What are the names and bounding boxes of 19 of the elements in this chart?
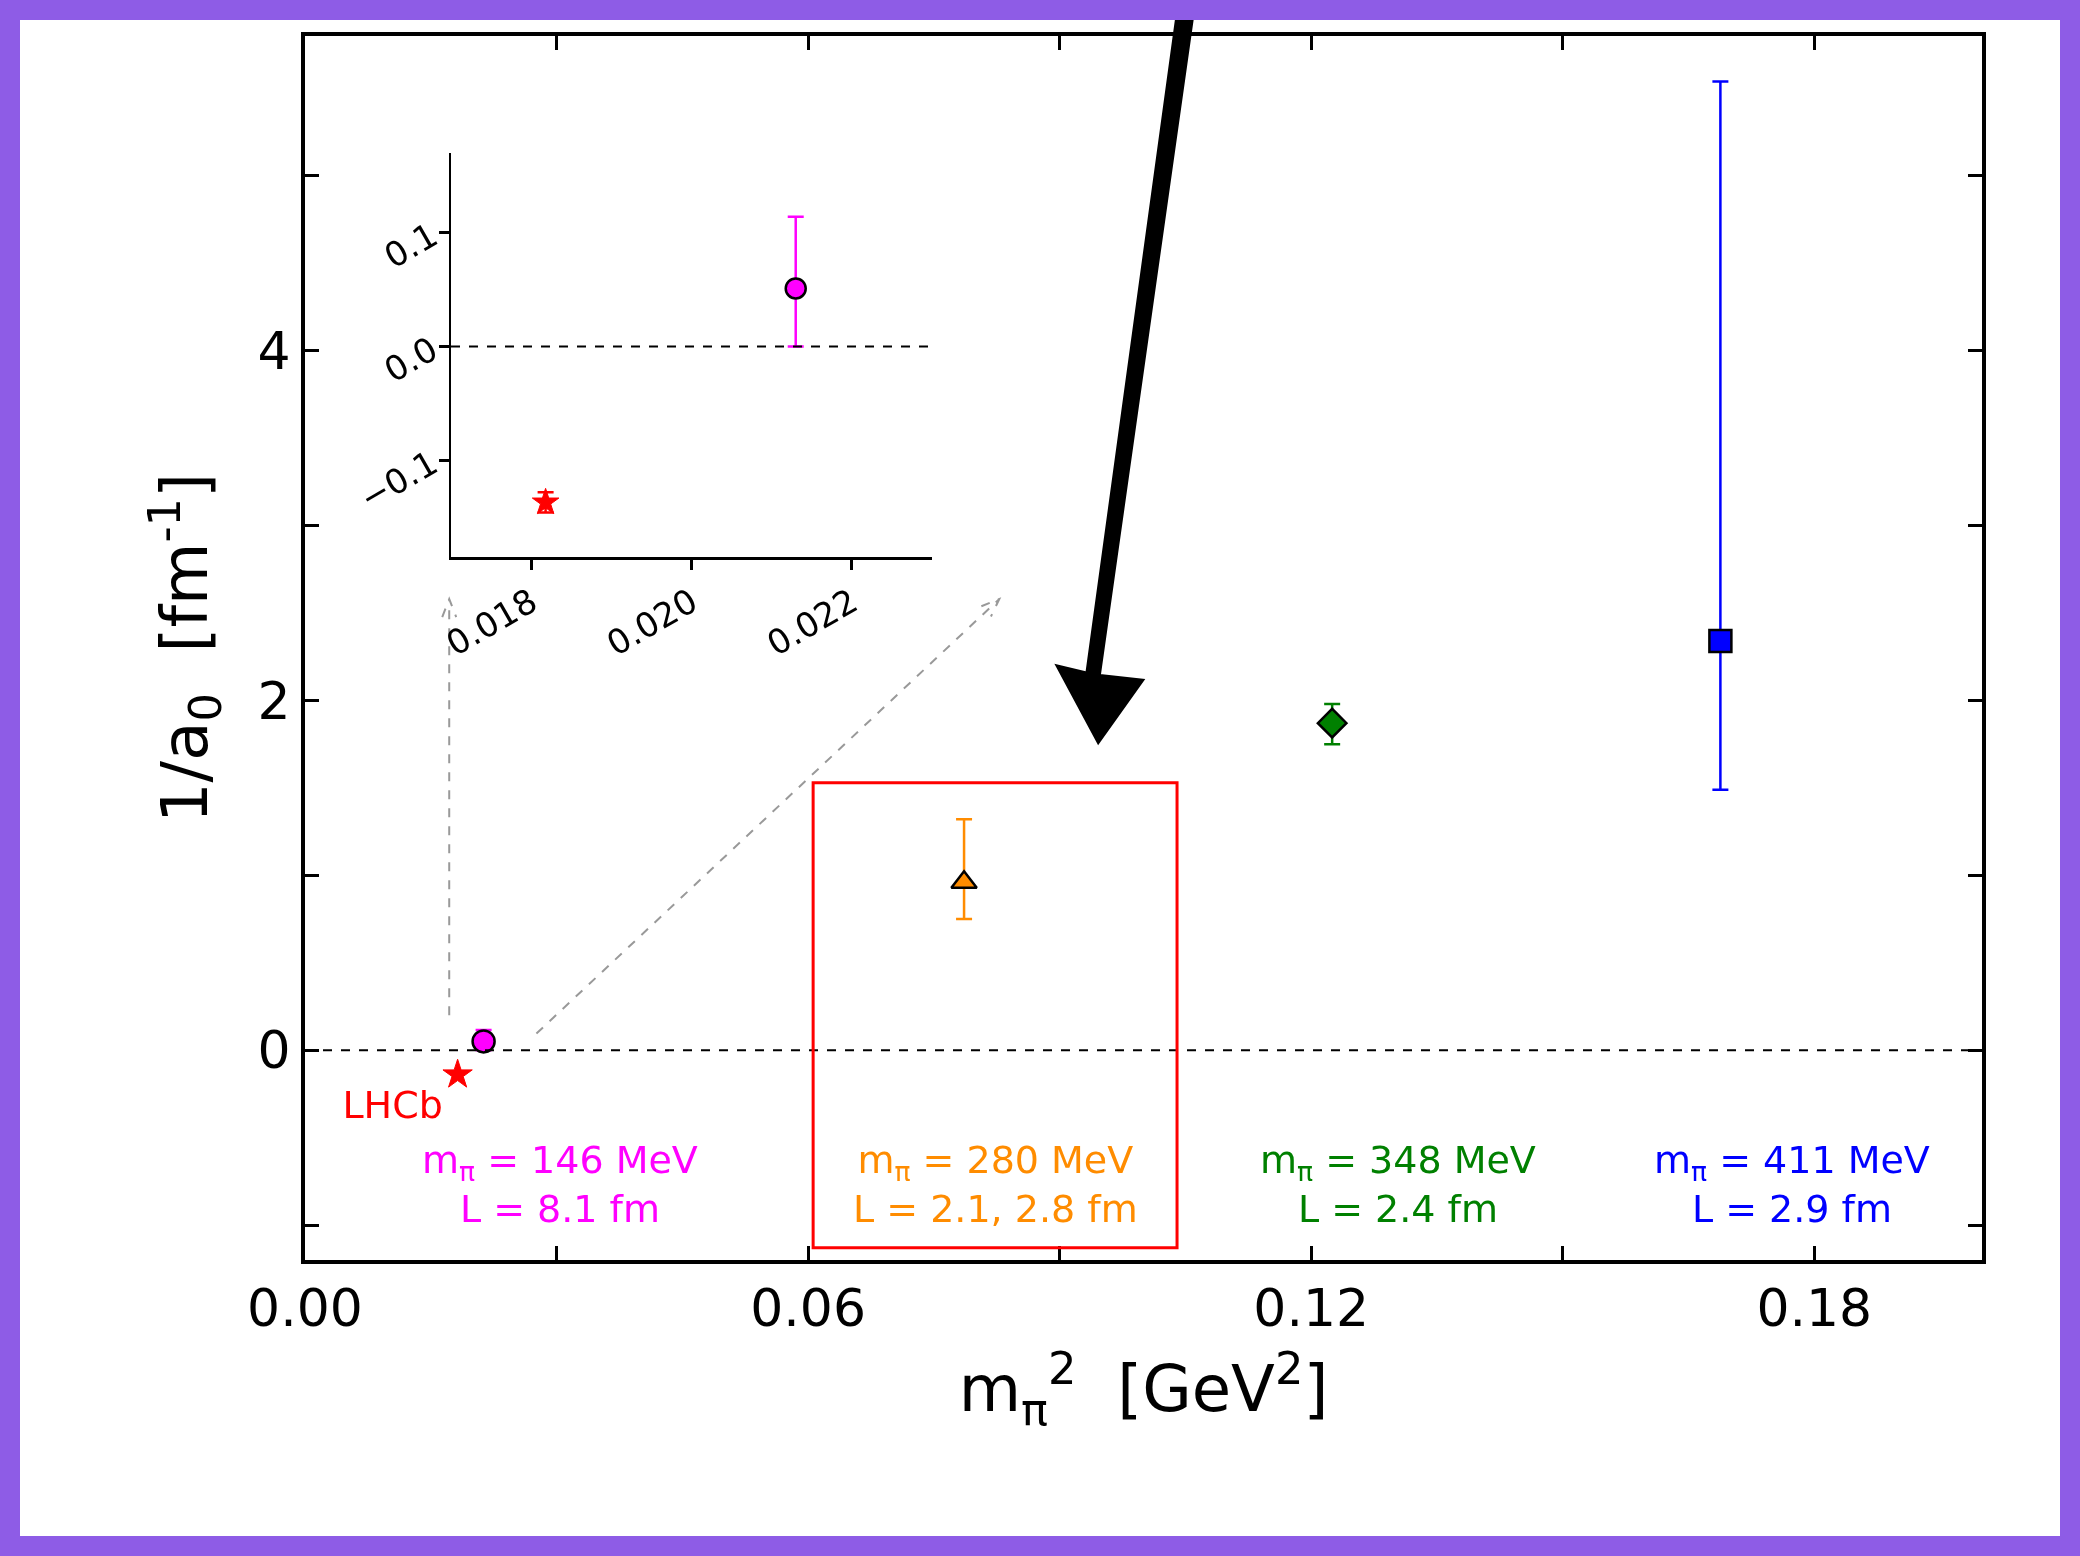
point <box>1708 628 1733 654</box>
y-tick-label: 0.0 <box>377 328 445 391</box>
x-axis-title: m$_{π}$$^{2}$ [GeV$^{2}$] <box>958 1342 1329 1436</box>
point <box>442 1058 473 1088</box>
y-tick-label: 2 <box>257 670 291 731</box>
series-label: LHCb <box>342 1082 443 1127</box>
annotation: m$_{π}$ = 280 MeV L = 2.1, 2.8 fm <box>853 1138 1138 1232</box>
annotation: m$_{π}$ = 348 MeV L = 2.4 fm <box>1260 1138 1536 1232</box>
y-tick-label: 0.1 <box>377 214 445 277</box>
y-tick-label: 0 <box>257 1020 291 1081</box>
y-tick-label: 4 <box>257 320 291 381</box>
point <box>1316 707 1348 739</box>
annotation: m$_{π}$ = 146 MeV L = 8.1 fm <box>422 1138 698 1232</box>
y-tick-label: −0.1 <box>352 442 445 519</box>
annotation: m$_{π}$ = 411 MeV L = 2.9 fm <box>1654 1138 1930 1232</box>
x-tick-label: 0.18 <box>1756 1278 1873 1339</box>
x-tick-label: 0.06 <box>750 1278 866 1339</box>
x-tick-label: 0.00 <box>247 1278 363 1339</box>
x-tick-label: 0.12 <box>1253 1278 1370 1339</box>
